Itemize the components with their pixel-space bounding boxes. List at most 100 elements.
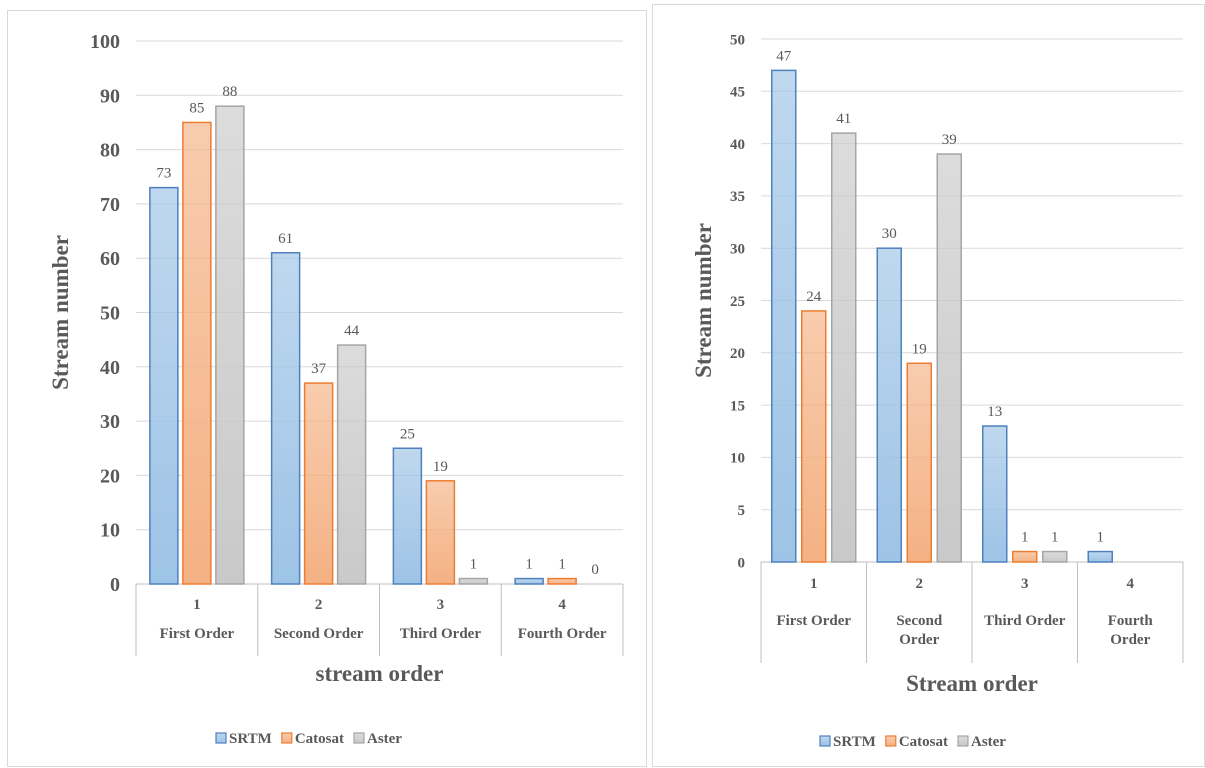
category-number-label: 3 [1021, 576, 1029, 592]
category-number-label: 2 [315, 597, 323, 613]
bar-catosat [801, 310, 827, 563]
y-axis-title: Stream number [691, 223, 716, 378]
category-name-label: Third Order [984, 613, 1066, 629]
bar-srtm [392, 447, 423, 585]
x-axis-title: Stream order [906, 671, 1038, 696]
y-tick-label: 20 [730, 346, 745, 362]
data-label: 13 [987, 404, 1002, 420]
data-label: 1 [558, 557, 566, 573]
data-label: 19 [912, 341, 927, 357]
y-tick-label: 80 [100, 140, 120, 162]
bar-srtm [771, 69, 797, 563]
y-tick-label: 20 [100, 465, 120, 487]
legend-swatch-aster [353, 732, 365, 744]
category-name-label: First Order [160, 626, 235, 642]
y-tick-label: 100 [90, 31, 120, 53]
y-tick-label: 90 [100, 85, 120, 107]
bar-catosat [303, 382, 334, 585]
bar-aster [458, 577, 489, 585]
bar-catosat [425, 480, 456, 585]
y-tick-label: 5 [738, 503, 746, 519]
bar-catosat [182, 121, 212, 585]
bar-aster [936, 153, 962, 563]
data-label: 30 [882, 226, 897, 242]
bar-srtm [514, 577, 544, 585]
y-tick-label: 30 [730, 241, 745, 257]
bar-aster [831, 132, 857, 563]
category-name-label: Order [1110, 632, 1150, 648]
y-tick-label: 50 [730, 32, 745, 48]
data-label: 24 [806, 289, 822, 305]
legend-swatch-catosat [281, 732, 293, 744]
y-tick-label: 50 [100, 303, 120, 325]
category-name-label: Second [896, 613, 943, 629]
data-label: 0 [591, 562, 599, 578]
data-label: 1 [1097, 530, 1105, 546]
category-name-label: Fourth [1108, 613, 1154, 629]
legend-label-srtm: SRTM [229, 731, 272, 747]
bar-catosat [547, 577, 577, 585]
category-number-label: 4 [1127, 576, 1135, 592]
legend-label-aster: Aster [971, 734, 1006, 750]
y-tick-label: 15 [730, 398, 745, 414]
data-label: 1 [525, 557, 533, 573]
data-label: 1 [1021, 530, 1029, 546]
y-tick-label: 0 [110, 574, 120, 596]
data-label: 39 [942, 132, 957, 148]
y-tick-label: 25 [730, 294, 745, 310]
category-number-label: 4 [558, 597, 566, 613]
bar-srtm [270, 252, 301, 585]
data-label: 88 [222, 84, 237, 100]
y-tick-label: 70 [100, 194, 120, 216]
legend-swatch-aster [957, 735, 969, 747]
category-name-label: Second Order [274, 626, 364, 642]
y-tick-label: 40 [100, 357, 120, 379]
y-tick-label: 10 [730, 451, 745, 467]
y-tick-label: 40 [730, 137, 745, 153]
y-tick-label: 10 [100, 520, 120, 542]
data-label: 41 [836, 111, 851, 127]
chart-panel-right: 0 5 10 15 20 25 30 35 40 45 50 1 First Order 47 24 41 2 S… [652, 4, 1205, 767]
y-tick-label: 0 [738, 555, 746, 571]
bar-catosat [906, 362, 932, 563]
category-name-label: Order [899, 632, 939, 648]
bar-srtm [1087, 550, 1113, 563]
bar-aster [1042, 550, 1068, 563]
y-tick-label: 35 [730, 189, 745, 205]
y-tick-label: 30 [100, 411, 120, 433]
y-tick-label: 45 [730, 85, 745, 101]
data-label: 85 [189, 100, 204, 116]
data-label: 47 [776, 48, 792, 64]
category-number-label: 1 [810, 576, 818, 592]
data-label: 19 [433, 459, 448, 475]
data-label: 61 [278, 231, 293, 247]
category-name-label: First Order [776, 613, 851, 629]
bar-catosat [1012, 550, 1038, 563]
data-label: 73 [156, 166, 171, 182]
category-name-label: Third Order [400, 626, 482, 642]
data-label: 37 [311, 361, 327, 377]
legend-swatch-srtm [215, 732, 227, 744]
legend-label-aster: Aster [367, 731, 402, 747]
chart-panel-left: 0 10 20 30 40 50 60 70 80 90 100 1 First Order 73 85 88… [7, 10, 647, 767]
category-name-label: Fourth Order [518, 626, 607, 642]
legend-swatch-catosat [885, 735, 897, 747]
legend-label-srtm: SRTM [833, 734, 876, 750]
category-number-label: 1 [193, 597, 201, 613]
bar-srtm [149, 186, 179, 585]
legend-label-catosat: Catosat [899, 734, 948, 750]
legend-label-catosat: Catosat [295, 731, 344, 747]
data-label: 25 [400, 426, 415, 442]
data-label: 44 [344, 323, 360, 339]
data-label: 1 [470, 557, 478, 573]
category-number-label: 3 [437, 597, 445, 613]
x-axis-title: stream order [316, 661, 444, 686]
legend-swatch-srtm [819, 735, 831, 747]
bar-aster [336, 344, 367, 585]
data-label: 1 [1051, 530, 1059, 546]
bar-srtm [982, 425, 1008, 563]
y-axis-title: Stream number [48, 235, 73, 390]
bar-aster [215, 105, 245, 585]
